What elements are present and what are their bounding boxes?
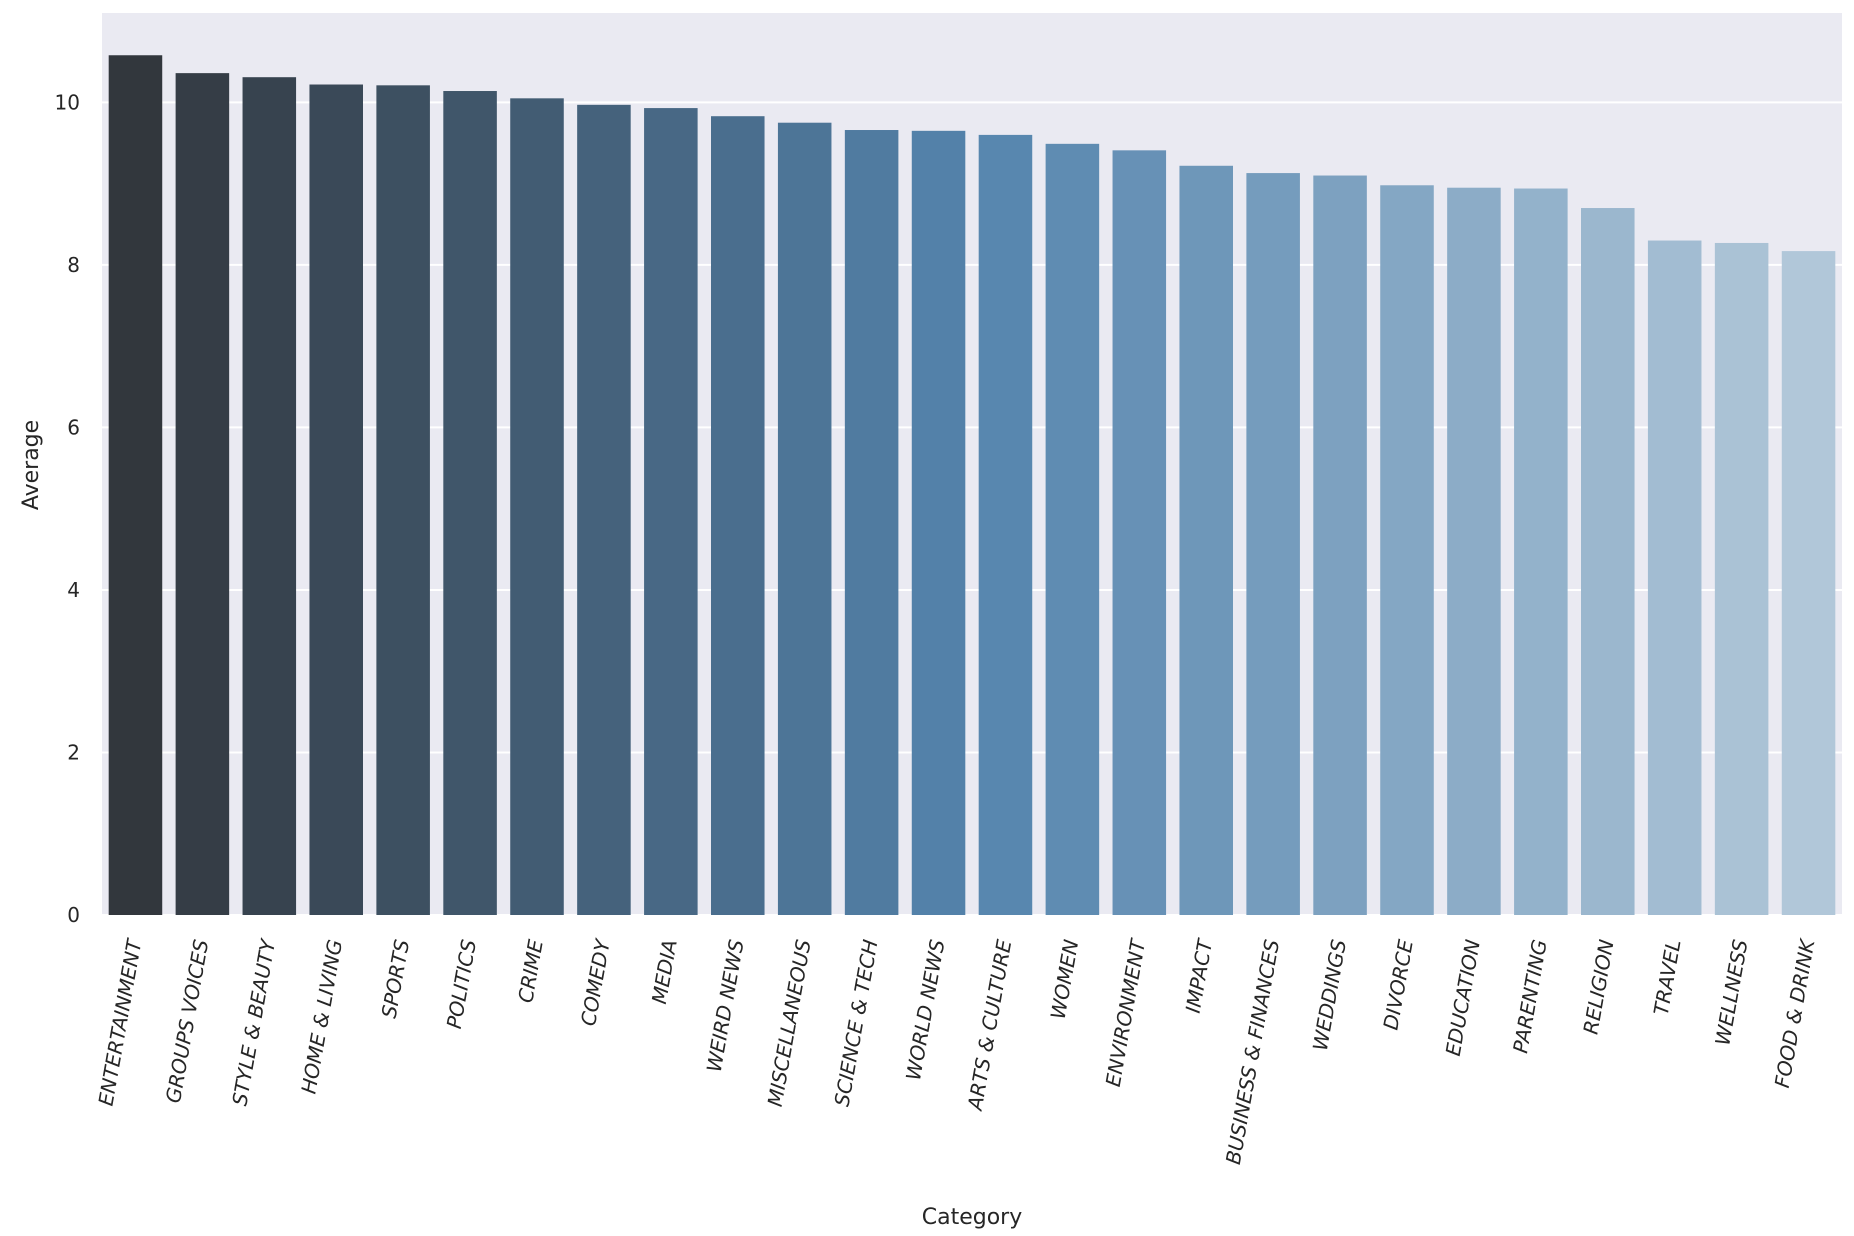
x-tick-label: FOOD & DRINK — [1770, 936, 1820, 1090]
bar — [1380, 185, 1434, 916]
bar — [577, 104, 631, 916]
x-tick-label: POLITICS — [442, 937, 481, 1030]
bar — [1179, 165, 1233, 915]
x-tick-label: ARTS & CULTURE — [962, 937, 1016, 1113]
x-tick-label: WORLD NEWS — [901, 937, 949, 1082]
x-tick-labels: ENTERTAINMENT GROUPS VOICES STYLE & BEAUTY… — [94, 936, 1820, 1166]
bar — [1045, 143, 1100, 915]
x-tick-label: WEIRD NEWS — [702, 937, 749, 1073]
x-tick-label: SCIENCE & TECH — [830, 938, 883, 1109]
x-tick-label: EDUCATION — [1441, 938, 1485, 1058]
x-tick-label: ENTERTAINMENT — [94, 936, 147, 1108]
bar — [844, 130, 899, 915]
x-tick-label: HOME & LIVING — [296, 938, 347, 1096]
bar — [1714, 242, 1769, 916]
bar — [175, 73, 230, 916]
bar — [309, 84, 363, 916]
x-tick-label: STYLE & BEAUTY — [227, 936, 280, 1108]
x-axis-title: Category — [922, 1205, 1023, 1230]
x-tick-label: MISCELLANEOUS — [763, 937, 816, 1108]
bar — [1581, 208, 1635, 915]
x-tick-label: DIVORCE — [1378, 937, 1418, 1031]
bar — [443, 91, 497, 916]
bar — [1647, 240, 1702, 916]
x-tick-label: GROUPS VOICES — [161, 937, 213, 1104]
bars — [108, 55, 1836, 916]
x-tick-label: BUSINESS & FINANCES — [1221, 937, 1284, 1166]
bar — [711, 116, 765, 916]
x-tick-label: RELIGION — [1578, 938, 1618, 1036]
bar — [108, 55, 163, 915]
x-tick-label: MEDIA — [647, 938, 682, 1006]
x-tick-label: PARENTING — [1508, 938, 1552, 1055]
x-tick-label: IMPACT — [1181, 936, 1218, 1015]
bar — [376, 85, 430, 916]
x-tick-label: WOMEN — [1046, 938, 1084, 1021]
y-axis-title: Average — [19, 420, 44, 510]
bar — [1313, 175, 1367, 915]
bar — [1781, 251, 1836, 916]
y-tick-label: 0 — [67, 903, 80, 927]
y-tick-label: 8 — [67, 253, 80, 277]
bar — [644, 108, 698, 915]
x-tick-label: COMEDY — [576, 936, 615, 1028]
bar — [978, 134, 1033, 915]
y-tick-label: 10 — [55, 90, 80, 114]
x-tick-label: WEDDINGS — [1308, 937, 1351, 1052]
y-tick-label: 6 — [67, 415, 80, 439]
y-tick-label: 2 — [67, 740, 80, 764]
x-tick-label: ENVIRONMENT — [1101, 936, 1151, 1089]
bar — [1246, 173, 1300, 915]
bar — [911, 130, 966, 915]
x-tick-label: TRAVEL — [1649, 938, 1686, 1017]
x-tick-label: CRIME — [513, 937, 548, 1004]
bar — [777, 122, 832, 916]
bar — [1447, 187, 1501, 915]
bar — [1112, 150, 1167, 915]
bar — [510, 98, 564, 915]
bar — [1514, 188, 1568, 916]
y-tick-label: 4 — [67, 578, 80, 602]
x-tick-label: SPORTS — [377, 937, 414, 1020]
x-tick-label: WELLNESS — [1710, 937, 1752, 1047]
y-tick-labels: 0 2 4 6 8 10 — [55, 90, 80, 927]
bar — [242, 77, 297, 915]
